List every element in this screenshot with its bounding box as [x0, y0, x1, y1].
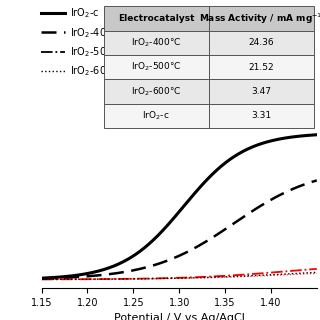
- Legend: IrO$_2$-c, IrO$_2$-400°C, IrO$_2$-500°C, IrO$_2$-600°C: IrO$_2$-c, IrO$_2$-400°C, IrO$_2$-500°C,…: [41, 7, 125, 78]
- X-axis label: Potential / V vs Ag/AgCl: Potential / V vs Ag/AgCl: [114, 313, 244, 320]
